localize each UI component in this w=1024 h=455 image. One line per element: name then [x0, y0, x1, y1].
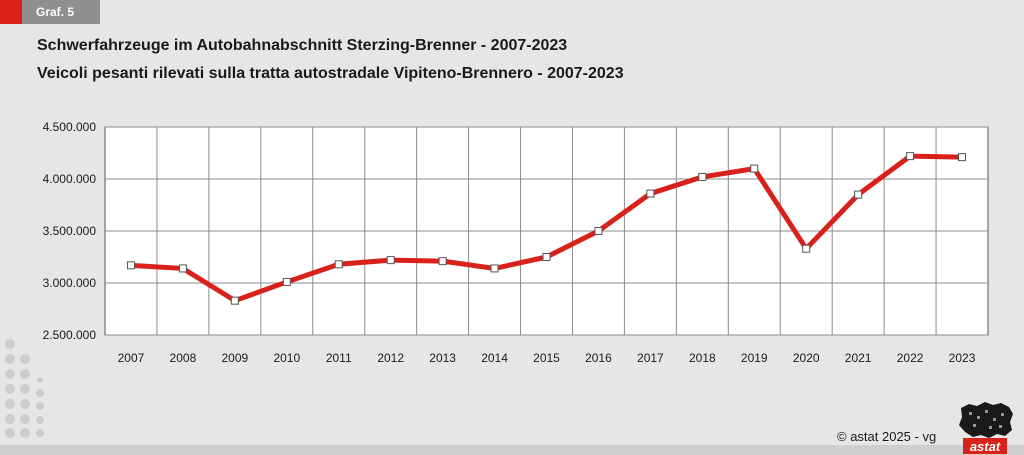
x-tick-label: 2009: [222, 351, 249, 365]
x-tick-label: 2012: [377, 351, 404, 365]
data-point: [854, 190, 863, 199]
data-point: [178, 264, 187, 273]
data-point: [646, 189, 655, 198]
badge-label: Graf. 5: [22, 0, 100, 24]
x-tick-label: 2021: [845, 351, 872, 365]
footer-bar: [0, 445, 1024, 455]
x-tick-label: 2011: [326, 351, 352, 365]
data-point: [438, 257, 447, 266]
copyright-text: © astat 2025 - vg: [833, 429, 941, 444]
x-tick-label: 2023: [949, 351, 976, 365]
x-tick-label: 2010: [273, 351, 300, 365]
y-tick-label: 4.500.000: [43, 120, 97, 134]
badge-accent: [0, 0, 22, 24]
x-tick-label: 2018: [689, 351, 716, 365]
x-tick-label: 2008: [170, 351, 197, 365]
data-point: [282, 277, 291, 286]
decorative-dots: [5, 339, 44, 438]
y-tick-label: 2.500.000: [43, 328, 97, 342]
x-tick-label: 2020: [793, 351, 820, 365]
data-point: [958, 153, 967, 162]
x-tick-label: 2017: [637, 351, 664, 365]
astat-logo-text: astat: [963, 438, 1007, 454]
x-tick-label: 2013: [429, 351, 456, 365]
chart-number-badge: Graf. 5: [0, 0, 100, 24]
y-tick-label: 3.500.000: [43, 224, 97, 238]
data-point: [230, 296, 239, 305]
x-tick-label: 2016: [585, 351, 612, 365]
chart-title-italian: Veicoli pesanti rilevati sulla tratta au…: [37, 65, 624, 82]
data-point: [490, 264, 499, 273]
y-tick-label: 4.000.000: [43, 172, 97, 186]
x-tick-label: 2019: [741, 351, 768, 365]
x-tick-label: 2022: [897, 351, 924, 365]
x-tick-label: 2015: [533, 351, 560, 365]
data-point: [906, 152, 915, 161]
data-point: [334, 260, 343, 269]
chart-title-german: Schwerfahrzeuge im Autobahnabschnitt Ste…: [37, 37, 568, 54]
data-point: [802, 244, 811, 253]
data-point: [698, 172, 707, 181]
data-point: [594, 227, 603, 235]
data-point: [126, 261, 135, 270]
south-tyrol-map-icon: [959, 402, 1013, 438]
data-point: [750, 164, 759, 173]
data-point: [542, 253, 551, 261]
x-tick-label: 2007: [118, 351, 145, 365]
x-tick-label: 2014: [481, 351, 508, 365]
data-point: [386, 256, 395, 265]
y-tick-label: 3.000.000: [43, 276, 97, 290]
